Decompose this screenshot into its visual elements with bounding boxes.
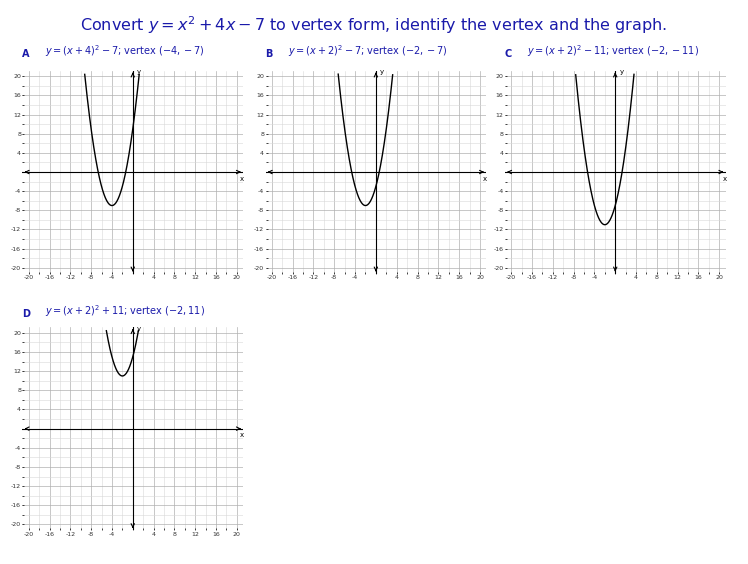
Text: D: D: [22, 309, 31, 319]
Text: y: y: [137, 326, 141, 332]
Text: B: B: [266, 49, 273, 59]
Text: $y= (x+4)^2-7$; vertex $(-4, -7)$: $y= (x+4)^2-7$; vertex $(-4, -7)$: [39, 43, 204, 59]
Text: C: C: [505, 49, 512, 59]
Text: $y= (x+2)^2-7$; vertex $(-2, -7)$: $y= (x+2)^2-7$; vertex $(-2, -7)$: [282, 43, 447, 59]
Text: A: A: [22, 49, 30, 59]
Text: x: x: [723, 176, 726, 182]
Text: x: x: [483, 176, 487, 182]
Text: y: y: [137, 69, 141, 76]
Text: $y= (x+2)^2-11$; vertex $(-2, -11)$: $y= (x+2)^2-11$; vertex $(-2, -11)$: [521, 43, 699, 59]
Text: x: x: [240, 433, 244, 438]
Text: x: x: [240, 176, 244, 182]
Text: $y= (x+2)^2+11$; vertex $(-2, 11)$: $y= (x+2)^2+11$; vertex $(-2, 11)$: [39, 303, 205, 319]
Text: y: y: [380, 69, 384, 76]
Text: Convert $y = x^2+4x-7$ to vertex form, identify the vertex and the graph.: Convert $y = x^2+4x-7$ to vertex form, i…: [81, 14, 667, 36]
Text: y: y: [619, 69, 624, 76]
